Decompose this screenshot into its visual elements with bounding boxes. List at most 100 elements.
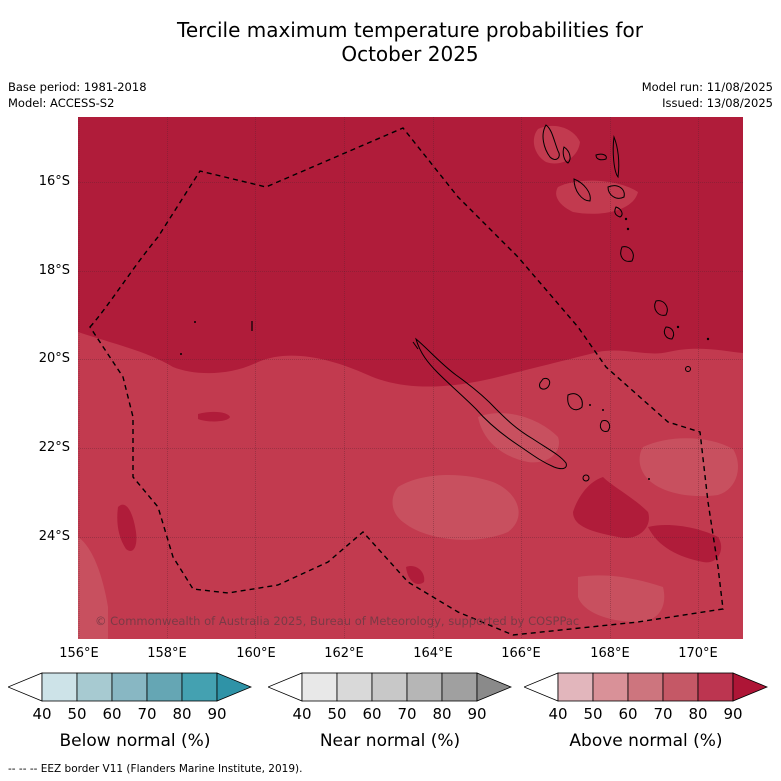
copyright-notice: © Commonwealth of Australia 2025, Bureau…	[95, 614, 580, 628]
base-period: Base period: 1981-2018	[8, 80, 147, 94]
tick-label: 90	[207, 705, 227, 723]
prob-60-70-patch	[78, 537, 108, 639]
tick-label: 80	[688, 705, 708, 723]
colorbar-segment	[697, 672, 734, 702]
patch-80-90	[648, 525, 722, 563]
tick-label: 60	[102, 705, 122, 723]
colorbar-segment	[6, 672, 43, 702]
colorbar-segment	[406, 672, 443, 702]
colorbar-segment	[76, 672, 113, 702]
ouvea-island	[539, 378, 551, 390]
islet	[624, 217, 628, 221]
islet	[648, 478, 650, 480]
eez-border	[89, 127, 724, 636]
tick-label: 70	[397, 705, 417, 723]
colorbar-segment	[41, 672, 78, 702]
islet	[589, 404, 591, 406]
lat-label: 16°S	[38, 174, 70, 189]
aneityum-island	[685, 366, 691, 372]
islet	[626, 227, 630, 231]
colorbar-segment	[266, 672, 303, 702]
islet	[676, 325, 680, 329]
model-name: Model: ACCESS-S2	[8, 96, 115, 110]
patch-80-90	[198, 411, 230, 422]
colorbar-segment	[146, 672, 183, 702]
patch-80-90	[406, 566, 425, 585]
tick-label: 40	[548, 705, 568, 723]
islet	[706, 337, 710, 341]
lon-label: 168°E	[590, 646, 630, 661]
colorbar-segment	[557, 672, 594, 702]
meta-right: Model run: 11/08/2025 Issued: 13/08/2025	[642, 79, 773, 111]
islet	[180, 353, 182, 355]
islet	[194, 321, 196, 323]
title-line-2: October 2025	[341, 42, 479, 66]
lifou-island	[567, 393, 583, 411]
tick-label: 90	[723, 705, 743, 723]
patch-80-90	[117, 504, 137, 552]
prob-60-70-patch	[392, 475, 519, 540]
malakula-island	[573, 178, 591, 202]
colorbar-segment	[301, 672, 338, 702]
colorbar-label: Below normal (%)	[59, 731, 211, 751]
colorbar-segment	[732, 672, 769, 702]
maewo-island	[595, 153, 607, 161]
isle-of-pines	[582, 474, 590, 482]
tick-label: 50	[67, 705, 87, 723]
prob-60-70-patch	[478, 413, 559, 463]
erromango-island	[654, 300, 668, 316]
lon-label: 164°E	[413, 646, 453, 661]
title-line-1: Tercile maximum temperature probabilitie…	[177, 18, 643, 42]
tick-label: 40	[32, 705, 52, 723]
meta-left: Base period: 1981-2018 Model: ACCESS-S2	[8, 79, 147, 111]
colorbar-segment	[441, 672, 478, 702]
espiritu-santo	[542, 124, 560, 160]
belep-island	[412, 341, 419, 350]
colorbar-segment	[371, 672, 408, 702]
issued-date: Issued: 13/08/2025	[662, 96, 773, 110]
graticule	[78, 117, 743, 639]
tanna-island	[663, 326, 675, 340]
prob-60-70-patch	[578, 575, 665, 622]
new-caledonia-coast	[415, 337, 567, 470]
tick-label: 80	[432, 705, 452, 723]
colorbar-segment	[111, 672, 148, 702]
colorbar-above-svg	[522, 672, 769, 702]
tick-label: 60	[618, 705, 638, 723]
tick-label: 60	[362, 705, 382, 723]
islet	[602, 409, 604, 411]
colorbar-below-normal: 40 50 60 70 80 90 Below normal (%)	[6, 671, 253, 751]
colorbar-label: Above normal (%)	[569, 731, 723, 751]
colorbar-segment	[216, 672, 253, 702]
colorbar-above-normal: 40 50 60 70 80 90 Above normal (%)	[522, 671, 769, 751]
tick-label: 70	[137, 705, 157, 723]
tick-label: 50	[327, 705, 347, 723]
tick-label: 40	[292, 705, 312, 723]
tick-label: 70	[653, 705, 673, 723]
ambae-island	[562, 146, 571, 164]
colorbar-segment	[181, 672, 218, 702]
lat-label: 24°S	[38, 529, 70, 544]
colorbar-segment	[522, 672, 559, 702]
map-title: Tercile maximum temperature probabilitie…	[0, 18, 781, 66]
colorbar-near-normal: 40 50 60 70 80 90 Near normal (%)	[266, 671, 513, 751]
colorbar-segment	[476, 672, 513, 702]
colorbar-near-svg	[266, 672, 513, 702]
colorbar-segment	[336, 672, 373, 702]
colorbar-segment	[592, 672, 629, 702]
prob-60-70-patch	[639, 438, 738, 497]
efate-island	[620, 246, 634, 262]
prob-70-80-patch	[556, 180, 638, 214]
lon-label: 156°E	[59, 646, 99, 661]
tick-label: 80	[172, 705, 192, 723]
tick-label: 90	[467, 705, 487, 723]
prob-70-80-patch	[533, 125, 580, 164]
mare-island	[599, 420, 611, 432]
colorbar-segment	[627, 672, 664, 702]
lat-label: 18°S	[38, 263, 70, 278]
lon-label: 170°E	[678, 646, 718, 661]
lon-label: 166°E	[501, 646, 541, 661]
lon-label: 162°E	[324, 646, 364, 661]
epi-island	[614, 206, 623, 218]
patch-80-90	[573, 477, 649, 538]
